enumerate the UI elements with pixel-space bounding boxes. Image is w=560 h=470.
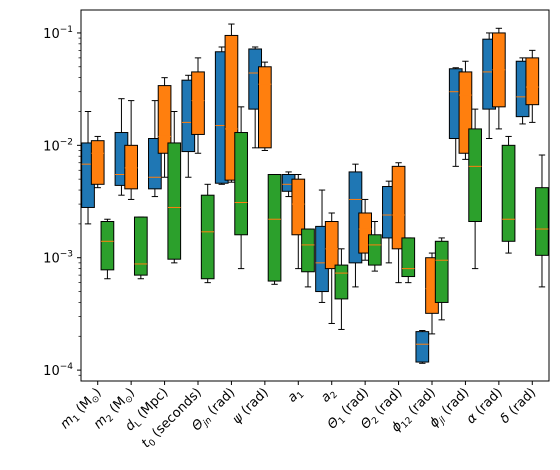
box-body (167, 142, 182, 260)
box-3 (133, 216, 148, 280)
box-body (391, 165, 406, 250)
box-body (415, 331, 430, 363)
box-body (90, 140, 105, 185)
box-body (267, 174, 282, 282)
box-3 (334, 248, 349, 330)
boxes-layer (81, 23, 549, 364)
box-2 (191, 57, 205, 154)
box-body (200, 194, 215, 280)
y-tick-label: 10−3 (43, 250, 73, 267)
y-tick-label: 10−2 (43, 137, 73, 154)
box-2 (291, 174, 306, 270)
box-3 (200, 183, 215, 284)
box-body (234, 132, 248, 236)
box-body (100, 221, 115, 271)
box-2 (324, 212, 339, 324)
box-body (501, 144, 516, 242)
box-2 (492, 27, 506, 130)
box-2 (391, 162, 406, 284)
box-3 (401, 237, 416, 284)
x-tick-label: δ (rad) (498, 385, 540, 427)
box-body (525, 57, 540, 106)
box-3 (301, 228, 315, 288)
box-body (334, 264, 349, 300)
box-2 (90, 135, 105, 189)
x-tick-label: a1 (285, 385, 307, 407)
box-3 (535, 154, 549, 288)
box-3 (501, 135, 516, 254)
box-body (468, 128, 482, 223)
y-tick-label: 10−4 (43, 362, 73, 379)
box-2 (157, 77, 172, 178)
box-3 (434, 237, 449, 321)
box-body (434, 240, 449, 303)
box-2 (525, 49, 540, 123)
box-3 (234, 106, 248, 270)
x-tick-label: α (rad) (464, 385, 506, 427)
box-body (258, 66, 272, 149)
box-body (133, 216, 148, 276)
box-body (367, 234, 382, 266)
box-body (191, 71, 205, 135)
box-body (401, 237, 416, 278)
box-2 (124, 100, 138, 200)
box-3 (167, 110, 182, 264)
box-body (301, 228, 315, 273)
box-2 (258, 61, 272, 151)
box-body (535, 187, 549, 256)
box-3 (367, 221, 382, 272)
box-3 (468, 108, 482, 270)
box-body (124, 144, 138, 190)
x-tick-label: a2 (318, 385, 340, 407)
box-body (291, 178, 306, 236)
x-tick-label: ψ (rad) (230, 385, 272, 427)
x-axis: m1 (M⊙)m2 (M⊙)dL (Mpc)t0 (seconds)Θjn (r… (58, 381, 540, 451)
box-1 (415, 330, 430, 364)
box-body (324, 221, 339, 270)
y-axis: 10−4 10−3 10−2 10−1 (43, 25, 81, 379)
y-tick-label: 10−1 (43, 25, 73, 42)
box-3 (267, 174, 282, 285)
box-3 (100, 218, 115, 280)
